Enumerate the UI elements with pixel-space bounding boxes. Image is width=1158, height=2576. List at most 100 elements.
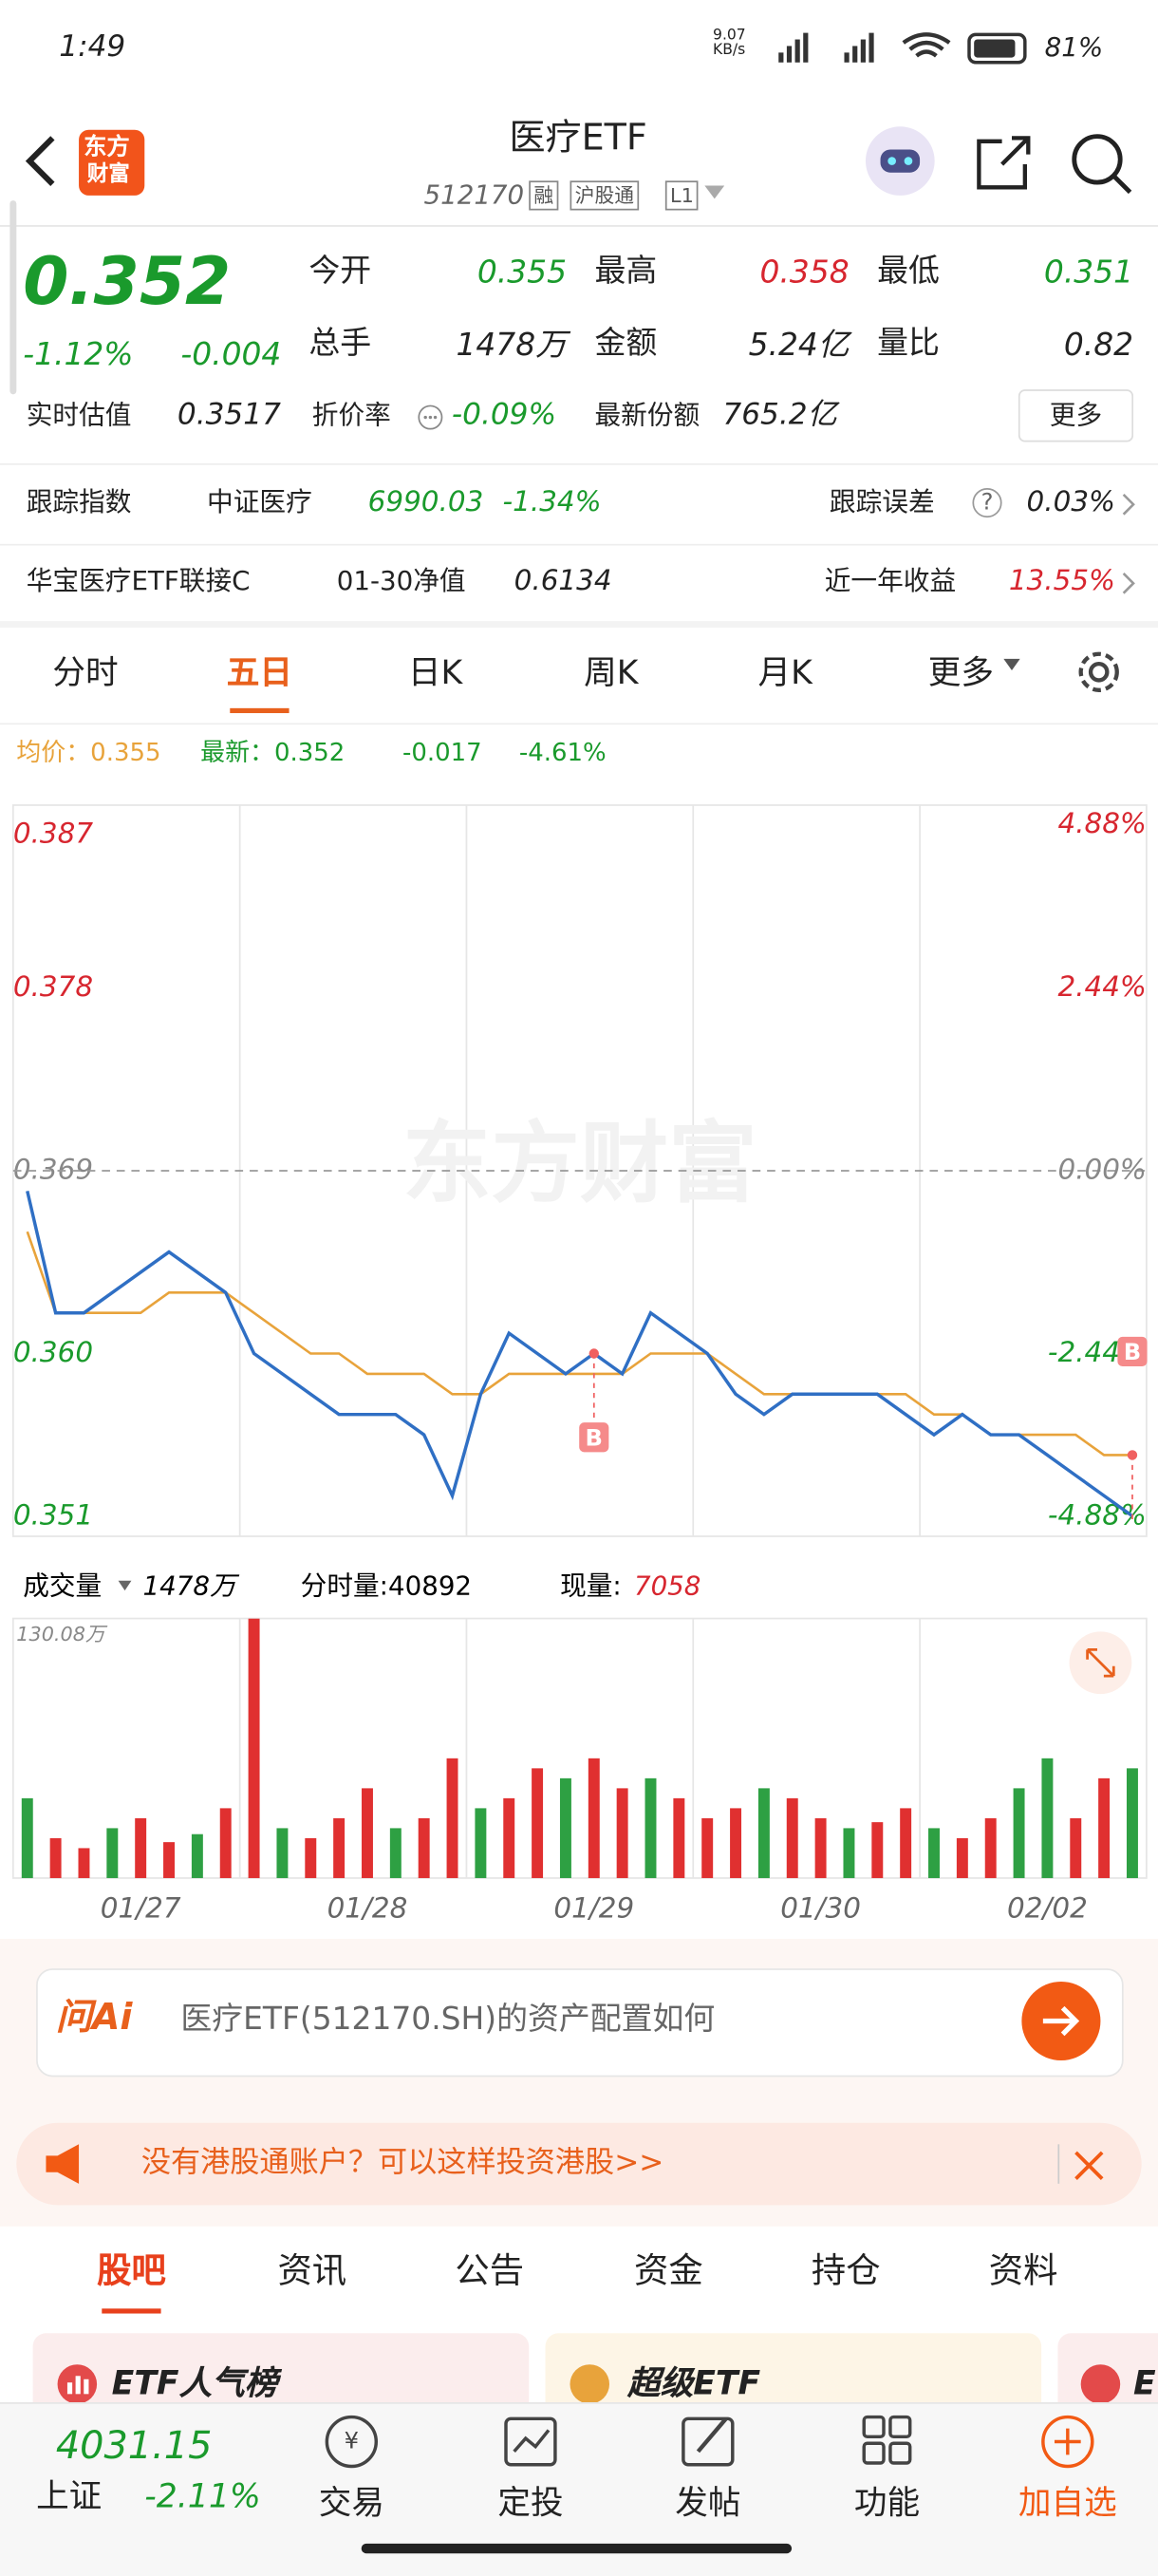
nav-label[interactable]: 定投 — [497, 2482, 564, 2523]
dropdown[interactable] — [703, 184, 726, 200]
avg-line — [26, 1231, 1132, 1457]
volume-tick-label: 130.08万 — [16, 1623, 108, 1645]
tab[interactable]: 分时 — [52, 652, 119, 692]
field-value: 0.358 — [759, 254, 850, 291]
volume-bar — [673, 1797, 685, 1878]
tab[interactable]: 更多 — [927, 652, 994, 692]
y-tick-label: 0.378 — [13, 970, 93, 1003]
volume-bar — [49, 1837, 62, 1878]
volume-bar — [163, 1842, 175, 1878]
volume-bar — [135, 1817, 147, 1878]
divider — [0, 463, 1158, 465]
card[interactable] — [545, 2333, 1042, 2416]
section-tab[interactable]: 资讯 — [277, 2250, 347, 2291]
title: 医疗ETF — [509, 118, 647, 160]
tab[interactable]: 周K — [584, 652, 639, 692]
divider — [0, 723, 1158, 725]
section-tab[interactable]: 资金 — [633, 2250, 703, 2291]
index-value[interactable]: 4031.15 — [55, 2425, 213, 2469]
volume-bar — [191, 1833, 203, 1878]
card-title: ETF人气榜 — [111, 2362, 278, 2402]
nav-label[interactable]: 发帖 — [675, 2482, 741, 2523]
share-icon[interactable] — [977, 136, 1031, 190]
card[interactable] — [32, 2333, 530, 2416]
ai-send[interactable] — [1020, 1980, 1103, 2062]
nav-label[interactable]: 交易 — [318, 2482, 384, 2523]
index-name: 上证 — [36, 2475, 103, 2516]
nav-label[interactable]: 加自选 — [1018, 2482, 1117, 2523]
field-label: 金额 — [594, 325, 658, 362]
more-button[interactable]: 更多 — [1018, 389, 1134, 442]
section-tab[interactable]: 持仓 — [811, 2250, 881, 2291]
nav: 0.6134 — [514, 565, 612, 598]
tab[interactable]: 五日 — [226, 652, 293, 692]
section-tab[interactable]: 资料 — [988, 2250, 1058, 2291]
field-label: 总手 — [308, 325, 372, 362]
ai-box[interactable] — [36, 1968, 1124, 2078]
x-tick-label: 01/28 — [327, 1891, 408, 1924]
help-icon[interactable]: ? — [972, 487, 1002, 518]
search-icon[interactable] — [1072, 134, 1132, 195]
settings-icon[interactable] — [1073, 646, 1125, 698]
x-tick-label: 01/29 — [553, 1891, 634, 1924]
field-label: 今开 — [308, 253, 372, 290]
estimate: 0.3517 — [177, 397, 281, 433]
volume-bar — [305, 1837, 317, 1878]
field-value: 5.24亿 — [748, 327, 850, 364]
volume-bar — [757, 1788, 770, 1878]
volume-bar — [588, 1758, 600, 1878]
header-icons — [865, 126, 1132, 196]
close-button[interactable] — [1071, 2148, 1107, 2184]
linked-name: 华宝医疗ETF联接C — [26, 565, 251, 597]
back-button[interactable] — [16, 131, 65, 190]
volume-bar — [814, 1817, 827, 1878]
now-label: 现量: — [560, 1570, 622, 1602]
code: 512170 — [423, 179, 525, 211]
info-icon[interactable] — [418, 403, 447, 432]
tracking-error: 0.03% — [1026, 486, 1116, 519]
section-tab[interactable]: 公告 — [455, 2250, 525, 2291]
volume-bar — [446, 1758, 458, 1878]
price: 0.352 — [23, 244, 232, 321]
chart-pct: -4.61% — [518, 737, 607, 768]
net-speed: 9.07 KB/s — [713, 28, 746, 60]
status-icons — [778, 32, 1027, 65]
volume-bar — [418, 1817, 430, 1878]
volume-bar — [106, 1828, 119, 1878]
divider — [0, 543, 1158, 546]
card-title: E — [1133, 2362, 1156, 2402]
banner[interactable] — [16, 2122, 1142, 2206]
expand-icon — [1086, 1648, 1115, 1678]
field-label: 最低 — [877, 253, 940, 290]
return: 13.55% — [1008, 565, 1116, 598]
section-tab[interactable]: 股吧 — [97, 2250, 166, 2291]
nav-label[interactable]: 功能 — [853, 2482, 921, 2523]
logo-text: 东方 — [84, 134, 130, 161]
volume-bar — [248, 1618, 260, 1878]
trade-label: B — [586, 1424, 603, 1451]
field-value: 0.82 — [1063, 327, 1134, 364]
home-indicator — [361, 2543, 793, 2554]
battery: 81% — [1044, 30, 1104, 63]
tracking-error-label: 跟踪误差 — [829, 486, 935, 518]
chevron[interactable] — [1120, 491, 1136, 517]
dropdown[interactable] — [1002, 657, 1022, 673]
volume-bar — [78, 1848, 90, 1878]
divider — [0, 225, 1158, 227]
volume-bar — [276, 1828, 289, 1878]
volume-bar — [333, 1817, 346, 1878]
ai-brand: 问Ai — [55, 1998, 133, 2040]
badge: 沪股通 — [570, 180, 640, 211]
field-value: 0.355 — [476, 254, 568, 291]
volume-frame — [11, 1617, 1148, 1879]
tab[interactable]: 月K — [757, 652, 812, 692]
field-label: 量比 — [877, 325, 940, 362]
tab[interactable]: 日K — [407, 652, 463, 692]
chevron[interactable] — [1120, 570, 1136, 596]
nav-label: 01-30净值 — [336, 565, 466, 597]
shares: 765.2亿 — [722, 397, 837, 433]
index-pct: -2.11% — [144, 2475, 261, 2516]
logo[interactable]: 东方 财富 — [79, 129, 145, 196]
now-volume: 7058 — [634, 1570, 700, 1602]
volume-bar — [1070, 1817, 1082, 1878]
